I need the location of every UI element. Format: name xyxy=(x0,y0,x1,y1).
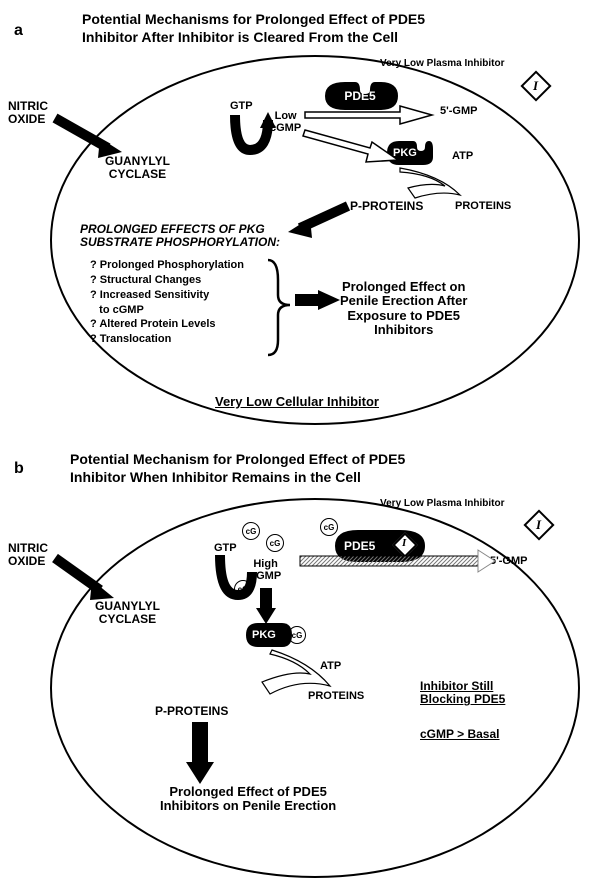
panel-a-title: Potential Mechanisms for Prolonged Effec… xyxy=(82,10,562,46)
pde5-shape-b: PDE5 I xyxy=(330,528,430,564)
inhibitor-i-b: I xyxy=(536,517,541,533)
five-gmp-a: 5'-GMP xyxy=(440,105,477,117)
pde5-shape-a: PDE5 xyxy=(320,80,400,112)
panel-b-label: b xyxy=(14,460,24,478)
inhibitor-i-inside: I xyxy=(402,537,406,549)
effect4: ? Altered Protein Levels xyxy=(90,317,244,332)
inhibitor-i-a: I xyxy=(533,78,538,94)
p-proteins-a: P-PROTEINS xyxy=(350,200,423,213)
effects-header-a: PROLONGED EFFECTS OF PKG SUBSTRATE PHOSP… xyxy=(80,223,280,249)
cg-3: cG xyxy=(234,580,252,598)
low-cgmp-a: Low cGMP xyxy=(270,110,301,134)
plasma-inhibitor-a: Very Low Plasma Inhibitor xyxy=(380,58,504,69)
effect3: ? Increased Sensitivity to cGMP xyxy=(90,288,244,318)
atp-b: ATP xyxy=(320,660,341,672)
guanylyl-cyclase-b: GUANYLYL CYCLASE xyxy=(95,600,160,626)
pkg-text-a: PKG xyxy=(393,147,417,159)
cgmp-note: cGMP > Basal xyxy=(420,728,500,741)
pkg-shape-b: PKG xyxy=(244,622,294,648)
panel-a-label: a xyxy=(14,22,23,40)
outcome-a: Prolonged Effect on Penile Erection Afte… xyxy=(340,280,467,337)
gtp-a: GTP xyxy=(230,100,253,112)
panel-b-title-l1: Potential Mechanism for Prolonged Effect… xyxy=(70,451,405,467)
panel-a-title-l1: Potential Mechanisms for Prolonged Effec… xyxy=(82,11,425,27)
effect5: ? Translocation xyxy=(90,332,244,347)
panel-b-title-l2: Inhibitor When Inhibitor Remains in the … xyxy=(70,469,361,485)
pkg-shape-a: PKG xyxy=(385,140,435,166)
effects-list-a: ? Prolonged Phosphorylation ? Structural… xyxy=(90,258,244,347)
panel-a: a Potential Mechanisms for Prolonged Eff… xyxy=(0,0,599,440)
p-proteins-b: P-PROTEINS xyxy=(155,705,228,718)
pkg-text-b: PKG xyxy=(252,629,276,641)
pde5-text-b: PDE5 xyxy=(344,539,375,553)
proteins-a: PROTEINS xyxy=(455,200,511,212)
atp-a: ATP xyxy=(452,150,473,162)
panel-b: b Potential Mechanism for Prolonged Effe… xyxy=(0,450,599,888)
five-gmp-b: 5'-GMP xyxy=(490,555,527,567)
gtp-b: GTP xyxy=(214,542,237,554)
effect2: ? Structural Changes xyxy=(90,273,244,288)
plasma-inhibitor-b: Very Low Plasma Inhibitor xyxy=(380,498,504,509)
cg-2: cG xyxy=(266,534,284,552)
pde5-text-a: PDE5 xyxy=(344,89,375,103)
high-cgmp-b: High cGMP xyxy=(250,558,281,582)
panel-b-title: Potential Mechanism for Prolonged Effect… xyxy=(70,450,560,486)
cellular-inhibitor-a: Very Low Cellular Inhibitor xyxy=(215,395,379,409)
cg-1: cG xyxy=(242,522,260,540)
guanylyl-cyclase-a: GUANYLYL CYCLASE xyxy=(105,155,170,181)
nitric-oxide-b: NITRIC OXIDE xyxy=(8,542,48,568)
proteins-b: PROTEINS xyxy=(308,690,364,702)
outcome-b: Prolonged Effect of PDE5 Inhibitors on P… xyxy=(160,785,336,814)
panel-a-title-l2: Inhibitor After Inhibitor is Cleared Fro… xyxy=(82,29,398,45)
nitric-oxide-a: NITRIC OXIDE xyxy=(8,100,48,126)
effect1: ? Prolonged Phosphorylation xyxy=(90,258,244,273)
blocking-note: Inhibitor Still Blocking PDE5 xyxy=(420,680,505,706)
